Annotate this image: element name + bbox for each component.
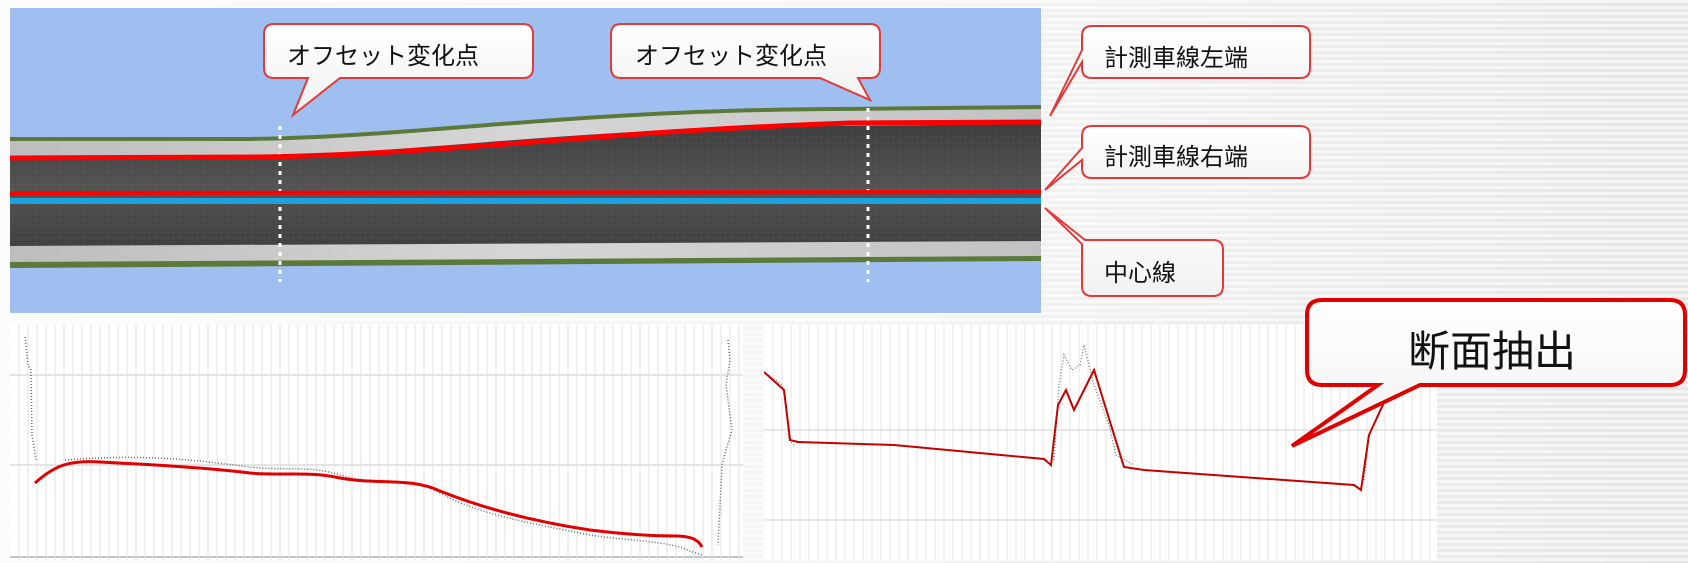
callout-label-left-edge: 計測車線左端: [1104, 44, 1248, 72]
grass-edge-bottom: [10, 256, 1041, 268]
callout-label-section-extract: 断面抽出: [1408, 327, 1577, 376]
callout-label-offset-left: オフセット変化点: [287, 42, 479, 70]
profile-left-points: [24, 336, 733, 556]
shoulder-top: [10, 109, 1041, 160]
cross-section-profile-left: [10, 325, 743, 560]
cross-section-profile-right: [764, 325, 1437, 560]
road-plan-view: [10, 8, 1041, 313]
gridL-vertical-lines: [18, 325, 740, 560]
gridR-vertical-lines: [772, 325, 1431, 560]
callout-label-right-edge: 計測車線右端: [1104, 143, 1248, 171]
callout-label-offset-right: オフセット変化点: [635, 42, 827, 70]
measure-lane-left-edge-line: [10, 119, 1041, 161]
measure-lane-right-edge-line: [10, 190, 1041, 195]
profile-right-fit-line: [764, 367, 1387, 492]
callout-label-center-line: 中心線: [1104, 259, 1176, 287]
profile-left-fit-line: [33, 460, 704, 548]
